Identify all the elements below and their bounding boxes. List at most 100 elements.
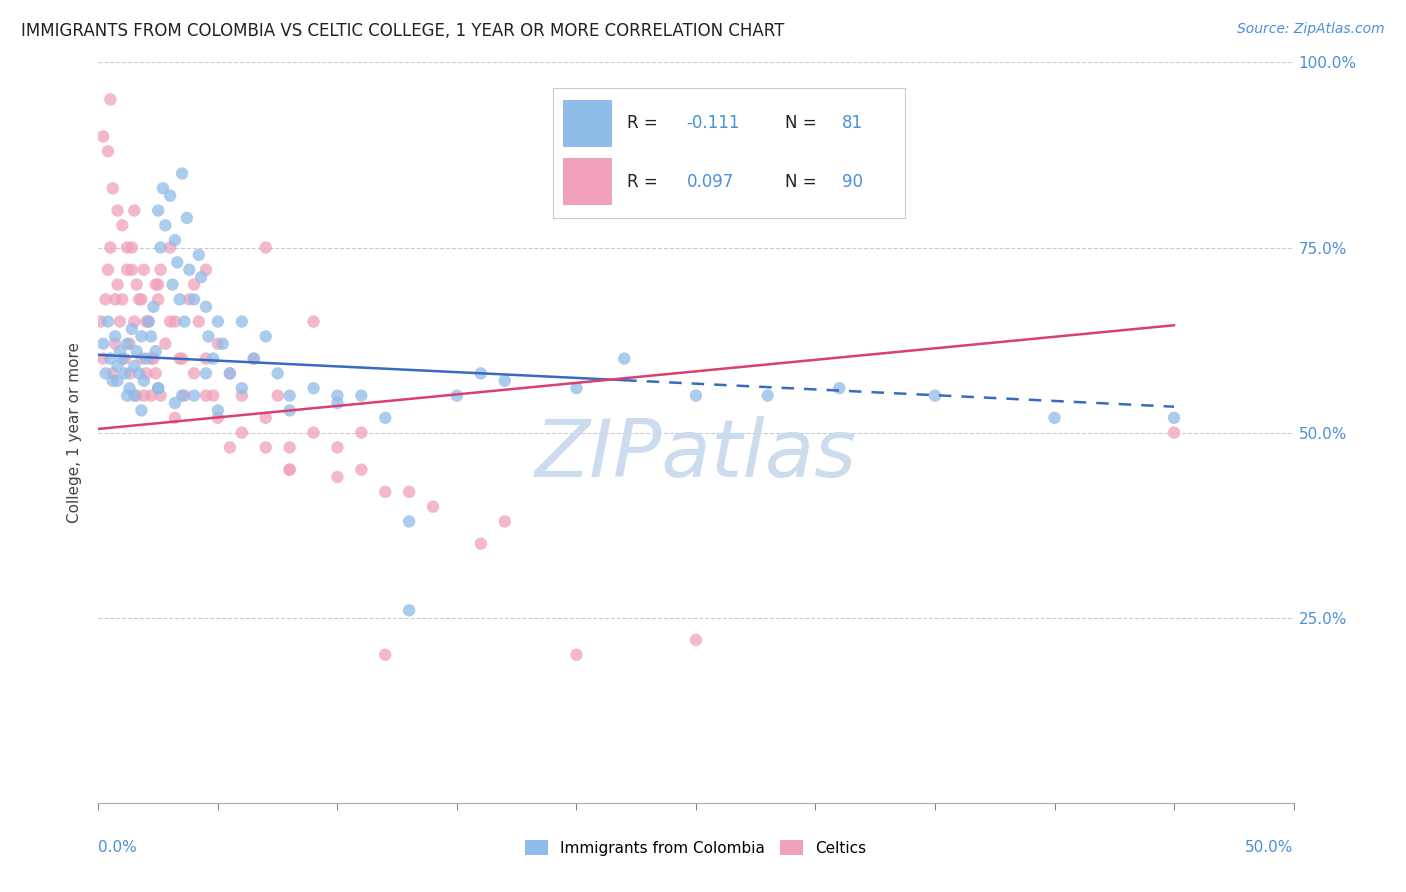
Point xyxy=(155,219,177,233)
Point xyxy=(131,351,153,366)
Point xyxy=(231,388,253,402)
Point xyxy=(149,388,172,402)
Point xyxy=(125,388,148,402)
Point xyxy=(101,367,124,381)
Point xyxy=(302,425,325,440)
Point xyxy=(132,262,155,277)
Point xyxy=(149,262,172,277)
Point xyxy=(148,381,170,395)
Point xyxy=(1163,410,1185,425)
Point xyxy=(104,293,127,307)
Point xyxy=(350,425,373,440)
Point xyxy=(374,484,396,499)
Point xyxy=(398,484,420,499)
Point xyxy=(148,203,170,218)
Point xyxy=(131,329,153,343)
Point xyxy=(207,336,229,351)
Point xyxy=(91,336,114,351)
Point xyxy=(145,344,167,359)
Point xyxy=(121,322,143,336)
Point xyxy=(135,351,157,366)
Point xyxy=(374,648,396,662)
Point xyxy=(613,351,636,366)
Point xyxy=(107,203,129,218)
Point xyxy=(350,462,373,476)
Point xyxy=(254,329,277,343)
Point xyxy=(267,388,290,402)
Point xyxy=(190,270,212,285)
Point xyxy=(195,351,218,366)
Point xyxy=(685,632,707,647)
Point xyxy=(115,240,138,255)
Point xyxy=(278,462,301,476)
Point xyxy=(142,300,165,314)
Point xyxy=(183,388,205,402)
Point xyxy=(98,92,122,106)
Point xyxy=(155,336,177,351)
Text: 0.0%: 0.0% xyxy=(98,840,138,855)
Point xyxy=(187,248,209,262)
Point xyxy=(197,329,219,343)
Point xyxy=(132,388,155,402)
Point xyxy=(107,374,129,388)
Point xyxy=(219,367,242,381)
Point xyxy=(278,388,301,402)
Point xyxy=(202,388,225,402)
Point xyxy=(108,314,131,328)
Point xyxy=(166,255,188,269)
Point xyxy=(121,240,143,255)
Point xyxy=(142,351,165,366)
Point xyxy=(254,240,277,255)
Point xyxy=(148,293,170,307)
Point xyxy=(131,293,153,307)
Point xyxy=(101,374,124,388)
Point xyxy=(173,314,195,328)
Point xyxy=(98,240,122,255)
Point xyxy=(565,648,588,662)
Point xyxy=(125,344,148,359)
Point xyxy=(172,166,194,180)
Point xyxy=(278,462,301,476)
Point xyxy=(159,188,181,202)
Point xyxy=(176,211,198,225)
Point xyxy=(231,381,253,395)
Point xyxy=(278,403,301,417)
Point xyxy=(398,603,420,617)
Point xyxy=(124,203,146,218)
Point xyxy=(350,388,373,402)
Point xyxy=(924,388,946,402)
Point xyxy=(172,388,194,402)
Point xyxy=(97,314,120,328)
Point xyxy=(124,314,146,328)
Point xyxy=(128,293,150,307)
Point xyxy=(101,181,124,195)
Point xyxy=(254,410,277,425)
Point xyxy=(278,441,301,455)
Point xyxy=(115,336,138,351)
Legend: Immigrants from Colombia, Celtics: Immigrants from Colombia, Celtics xyxy=(519,834,873,862)
Point xyxy=(183,367,205,381)
Point xyxy=(131,403,153,417)
Point xyxy=(398,515,420,529)
Point xyxy=(163,314,186,328)
Point xyxy=(326,396,349,410)
Point xyxy=(494,515,516,529)
Point xyxy=(207,410,229,425)
Point xyxy=(302,314,325,328)
Point xyxy=(94,293,117,307)
Point xyxy=(139,351,162,366)
Text: IMMIGRANTS FROM COLOMBIA VS CELTIC COLLEGE, 1 YEAR OR MORE CORRELATION CHART: IMMIGRANTS FROM COLOMBIA VS CELTIC COLLE… xyxy=(21,22,785,40)
Y-axis label: College, 1 year or more: College, 1 year or more xyxy=(67,343,83,523)
Point xyxy=(163,410,186,425)
Point xyxy=(90,314,112,328)
Point xyxy=(138,314,160,328)
Point xyxy=(114,351,136,366)
Point xyxy=(231,314,253,328)
Point xyxy=(1043,410,1066,425)
Point xyxy=(195,300,218,314)
Point xyxy=(118,367,141,381)
Point xyxy=(148,277,170,292)
Point xyxy=(195,367,218,381)
Point xyxy=(104,329,127,343)
Point xyxy=(115,262,138,277)
